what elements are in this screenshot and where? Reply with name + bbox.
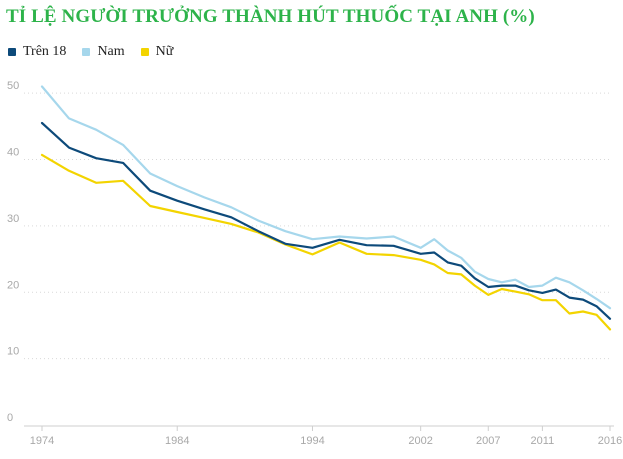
- x-tick-label-2007: 2007: [476, 435, 500, 447]
- legend-label-female: Nữ: [155, 44, 174, 59]
- y-tick-label-10: 10: [7, 346, 19, 358]
- legend-swatch-female: [140, 48, 149, 56]
- x-tick-label-1994: 1994: [300, 435, 324, 447]
- x-tick-label-2016: 2016: [598, 435, 622, 447]
- y-tick-label-20: 20: [7, 279, 19, 291]
- legend-item-male: Nam: [82, 44, 125, 60]
- x-tick-label-2011: 2011: [531, 435, 555, 447]
- y-tick-label-50: 50: [7, 80, 19, 92]
- legend-item-female: Nữ: [140, 44, 174, 60]
- legend-label-male: Nam: [97, 44, 125, 59]
- series-line-total: [40, 121, 612, 320]
- legend-label-total: Trên 18: [23, 44, 67, 59]
- y-tick-label-40: 40: [7, 147, 19, 159]
- x-tick-label-2002: 2002: [408, 435, 432, 447]
- y-tick-label-30: 30: [7, 213, 19, 225]
- x-tick-label-1974: 1974: [30, 435, 54, 447]
- legend: Trên 18 Nam Nữ: [8, 44, 173, 60]
- chart-title: TỈ LỆ NGƯỜI TRƯỞNG THÀNH HÚT THUỐC TẠI A…: [6, 6, 535, 27]
- y-tick-label-0: 0: [7, 412, 13, 424]
- legend-item-total: Trên 18: [8, 44, 66, 60]
- legend-swatch-male: [82, 48, 91, 56]
- series-line-male: [40, 85, 612, 310]
- series-line-female: [40, 153, 612, 331]
- x-tick-label-1984: 1984: [165, 435, 189, 447]
- legend-swatch-total: [8, 48, 16, 56]
